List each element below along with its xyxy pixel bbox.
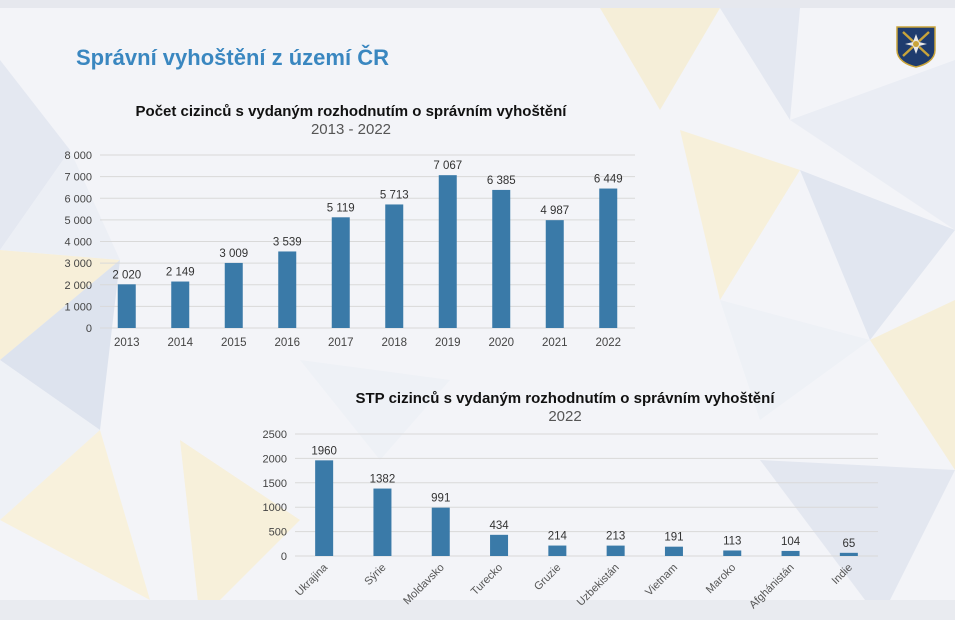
chart2-x-tick-label: Sýrie bbox=[362, 562, 388, 588]
chart2-value-label: 213 bbox=[606, 531, 625, 543]
chart1-bar bbox=[599, 188, 618, 328]
chart2-bar bbox=[315, 460, 334, 556]
chart1-y-tick-label: 7 000 bbox=[64, 172, 92, 184]
chart1-value-label: 5 119 bbox=[327, 202, 355, 214]
chart2-value-label: 1960 bbox=[311, 445, 337, 457]
chart1-x-tick-label: 2021 bbox=[542, 337, 568, 349]
chart2-bar bbox=[723, 550, 742, 556]
chart1-x-tick-label: 2020 bbox=[488, 337, 514, 349]
chart1-subtitle: 2013 - 2022 bbox=[310, 121, 392, 138]
chart2-y-tick-label: 1000 bbox=[263, 502, 287, 514]
chart1-x-tick-label: 2015 bbox=[221, 337, 247, 349]
chart2-x-tick-label: Turecko bbox=[469, 562, 505, 598]
chart1-bar bbox=[545, 220, 564, 328]
chart2-x-tick-label: Afghánistán bbox=[747, 562, 797, 612]
chart2-y-tick-label: 1500 bbox=[263, 478, 287, 490]
chart2-value-label: 191 bbox=[664, 532, 683, 544]
chart1-x-tick-label: 2013 bbox=[114, 337, 140, 349]
chart1-bar bbox=[224, 262, 243, 328]
chart1-value-label: 3 009 bbox=[219, 248, 248, 260]
chart2-value-label: 65 bbox=[842, 538, 855, 550]
chart1-x-tick-label: 2018 bbox=[381, 337, 407, 349]
chart1-x-tick-label: 2014 bbox=[167, 337, 193, 349]
chart1-y-tick-label: 5 000 bbox=[64, 215, 92, 227]
chart2-x-tick-label: Uzbekistán bbox=[575, 562, 622, 609]
chart1-bar bbox=[171, 281, 190, 328]
chart1-y-tick-label: 1 000 bbox=[64, 301, 92, 313]
chart1-x-tick-label: 2017 bbox=[328, 337, 354, 349]
chart2-x-tick-label: Maroko bbox=[704, 562, 738, 596]
chart2-x-tick-label: Indie bbox=[830, 562, 855, 587]
chart2-bar bbox=[431, 507, 450, 556]
chart1-value-label: 7 067 bbox=[433, 160, 462, 172]
chart2-value-label: 1382 bbox=[370, 474, 396, 486]
police-emblem-icon bbox=[896, 26, 936, 68]
chart1-y-tick-label: 4 000 bbox=[64, 237, 92, 249]
chart2-bar bbox=[548, 545, 567, 556]
chart2-subtitle: 2022 bbox=[548, 408, 582, 425]
chart1-bar bbox=[278, 251, 297, 328]
chart1-y-tick-label: 0 bbox=[86, 323, 92, 335]
chart1-y-tick-label: 6 000 bbox=[64, 193, 92, 205]
chart2-title: STP cizinců s vydaným rozhodnutím o sprá… bbox=[355, 390, 775, 407]
chart1-x-tick-label: 2019 bbox=[435, 337, 461, 349]
chart1-title: Počet cizinců s vydaným rozhodnutím o sp… bbox=[135, 103, 567, 120]
chart1-value-label: 5 713 bbox=[380, 189, 409, 201]
chart2-bar bbox=[839, 552, 858, 556]
chart1-bar bbox=[438, 175, 457, 328]
chart2-x-tick-label: Moldavsko bbox=[401, 562, 447, 608]
chart1-value-label: 6 449 bbox=[594, 174, 623, 186]
chart2-bar bbox=[490, 534, 509, 556]
chart2-bar bbox=[373, 488, 392, 556]
chart1-y-tick-label: 3 000 bbox=[64, 258, 92, 270]
chart2-y-tick-label: 0 bbox=[281, 551, 287, 563]
chart1-bar bbox=[117, 284, 136, 328]
chart1-x-tick-label: 2016 bbox=[274, 337, 300, 349]
chart2-y-tick-label: 500 bbox=[269, 527, 287, 539]
chart2-value-label: 434 bbox=[489, 520, 509, 532]
chart2-x-tick-label: Ukrajina bbox=[293, 561, 331, 599]
chart1-bar bbox=[492, 189, 511, 328]
chart1-bar bbox=[331, 217, 350, 328]
chart2-x-tick-label: Vietnam bbox=[643, 562, 680, 599]
chart1-value-label: 3 539 bbox=[273, 236, 302, 248]
chart2-y-tick-label: 2500 bbox=[263, 429, 287, 441]
chart1-y-tick-label: 2 000 bbox=[64, 280, 92, 292]
chart1-value-label: 2 149 bbox=[166, 267, 195, 279]
chart2-value-label: 104 bbox=[781, 536, 801, 548]
chart2-value-label: 214 bbox=[548, 531, 568, 543]
chart2-x-tick-label: Gruzie bbox=[532, 562, 563, 593]
chart2-y-tick-label: 2000 bbox=[263, 453, 287, 465]
chart2-bar bbox=[781, 550, 800, 556]
chart2-value-label: 113 bbox=[723, 535, 741, 547]
chart2-bar bbox=[606, 545, 625, 556]
chart1-value-label: 2 020 bbox=[112, 269, 141, 281]
chart1-bar bbox=[385, 204, 404, 328]
chart1-x-tick-label: 2022 bbox=[595, 337, 621, 349]
chart2-value-label: 991 bbox=[431, 493, 450, 505]
chart1-value-label: 6 385 bbox=[487, 175, 516, 187]
slide-title: Správní vyhoštění z území ČR bbox=[76, 45, 389, 70]
chart1-y-tick-label: 8 000 bbox=[64, 150, 92, 162]
chart2-bar bbox=[664, 546, 683, 556]
chart1-value-label: 4 987 bbox=[540, 205, 569, 217]
